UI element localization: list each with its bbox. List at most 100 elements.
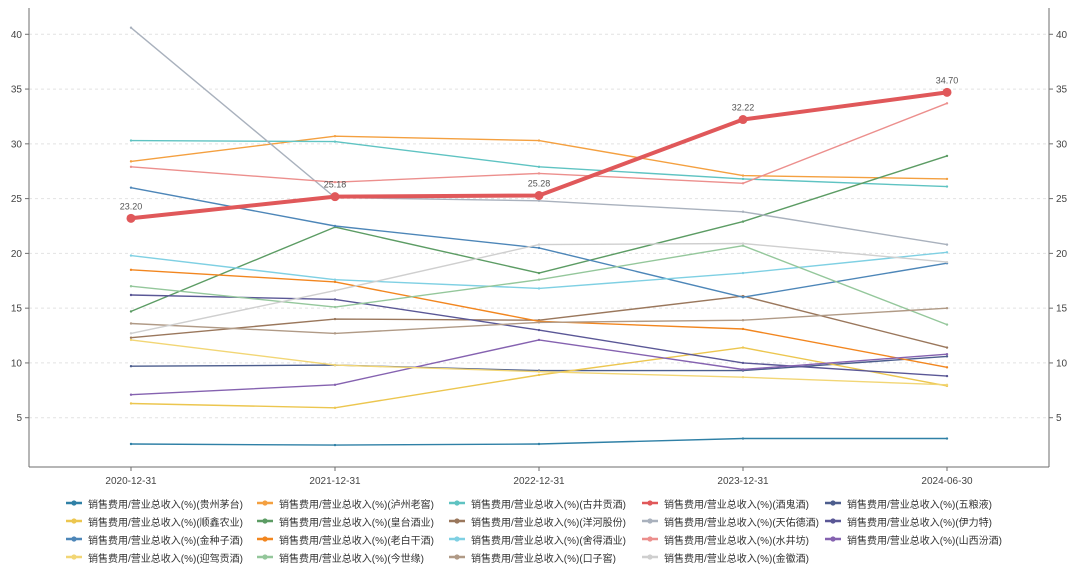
legend-item[interactable]: 销售费用/营业总收入(%)(山西汾酒) [825,530,1015,548]
data-point [333,180,337,184]
y-tick-label-left: 10 [11,358,23,369]
legend-item[interactable]: 销售费用/营业总收入(%)(口子窖) [449,548,642,566]
series-group [129,293,949,378]
axes: 5 5 10 10 15 15 20 20 25 25 30 30 35 35 40 40 2020-12-31… [11,8,1068,487]
data-point [945,437,949,440]
data-point [129,26,133,29]
data-point [333,280,337,284]
legend-item[interactable]: 销售费用/营业总收入(%)(金徽酒) [642,548,825,566]
legend-item[interactable]: 销售费用/营业总收入(%)(今世缘) [257,548,449,566]
data-point [945,323,949,326]
legend-item[interactable]: 销售费用/营业总收入(%)(皇台酒业) [257,512,449,530]
data-point [129,393,133,396]
data-point [333,332,337,335]
legend-item[interactable]: 销售费用/营业总收入(%)(古井贡酒) [449,494,642,512]
data-point [129,160,133,163]
data-point [537,199,541,203]
legend-item[interactable]: 销售费用/营业总收入(%)(舍得酒业) [449,530,642,548]
data-point [129,268,133,272]
legend-label: 销售费用/营业总收入(%)(泸州老窖) [279,499,434,511]
data-point [330,192,340,202]
y-tick-label-right: 25 [1056,194,1068,205]
legend-item[interactable]: 销售费用/营业总收入(%)(水井坊) [642,530,825,548]
data-point [741,182,745,185]
legend-label: 销售费用/营业总收入(%)(迎驾贡酒) [88,553,243,565]
data-point [129,338,133,342]
legend-line-icon [642,554,658,560]
data-point [537,172,541,175]
y-tick-label-left: 20 [11,249,23,260]
y-tick-label-right: 15 [1056,304,1068,315]
data-point [741,242,745,245]
data-point [741,319,745,322]
series-group [129,251,949,290]
data-point [537,442,541,446]
y-tick-label-left: 25 [11,194,23,205]
data-point [333,289,337,292]
data-point [129,310,133,313]
series-group [129,244,949,326]
series-line [130,27,948,246]
data-label: 34.70 [936,75,959,85]
legend-item[interactable]: 销售费用/营业总收入(%)(洋河股份) [449,512,642,530]
legend-item[interactable]: 销售费用/营业总收入(%)(泸州老窖) [257,494,449,512]
data-point [129,186,133,189]
series-group [129,338,949,387]
series-group [129,242,949,335]
y-tick-label-right: 40 [1056,30,1068,41]
legend-item[interactable]: 销售费用/营业总收入(%)(老白干酒) [257,530,449,548]
data-point [741,271,745,275]
data-label: 25.28 [528,179,551,189]
legend-item[interactable]: 销售费用/营业总收入(%)(迎驾贡酒) [66,548,257,566]
data-point [537,321,541,324]
data-point [945,366,949,369]
data-point [945,306,949,310]
legend-label: 销售费用/营业总收入(%)(贵州茅台) [88,499,243,511]
legend-label: 销售费用/营业总收入(%)(天佑德酒) [664,517,819,529]
legend-label: 销售费用/营业总收入(%)(五粮液) [847,499,992,511]
data-point [333,134,337,138]
data-point [129,322,133,325]
data-point [537,338,541,342]
series-group [129,346,949,410]
data-point [942,87,952,97]
data-point [945,154,949,158]
x-tick-label: 2021-12-31 [309,476,361,487]
data-point [945,383,949,387]
legend-label: 销售费用/营业总收入(%)(洋河股份) [471,517,626,529]
data-point [333,224,337,228]
legend-line-icon [257,554,273,560]
legend-item[interactable]: 销售费用/营业总收入(%)(伊力特) [825,512,1015,530]
x-tick-label: 2020-12-31 [105,476,157,487]
series-group [129,306,949,335]
data-point [741,177,745,181]
legend-label: 销售费用/营业总收入(%)(山西汾酒) [847,535,1002,547]
data-point [129,285,133,288]
legend-line-icon [257,536,273,542]
data-point [537,370,541,373]
legend-item[interactable]: 销售费用/营业总收入(%)(五粮液) [825,494,1015,512]
data-point [537,328,541,332]
y-tick-label-left: 40 [11,30,23,41]
data-point [945,352,949,356]
data-point [945,260,949,264]
legend-item[interactable]: 销售费用/营业总收入(%)(天佑德酒) [642,512,825,530]
y-tick-label-right: 10 [1056,358,1068,369]
data-point [738,115,748,125]
legend-line-icon [642,518,658,524]
legend-item[interactable]: 销售费用/营业总收入(%)(贵州茅台) [66,494,257,512]
series-line [130,346,948,409]
data-point [129,402,133,405]
legend-label: 销售费用/营业总收入(%)(伊力特) [847,517,992,529]
data-point [333,317,337,321]
y-tick-label-right: 5 [1056,413,1062,424]
legend-item[interactable]: 销售费用/营业总收入(%)(顺鑫农业) [66,512,257,530]
data-point [945,177,949,181]
series-line [130,339,948,396]
x-tick-label: 2022-12-31 [513,476,565,487]
legend-item[interactable]: 销售费用/营业总收入(%)(酒鬼酒) [642,494,825,512]
data-point [537,278,541,281]
series-group [129,338,949,396]
data-point [945,243,949,246]
legend-item[interactable]: 销售费用/营业总收入(%)(金种子酒) [66,530,257,548]
